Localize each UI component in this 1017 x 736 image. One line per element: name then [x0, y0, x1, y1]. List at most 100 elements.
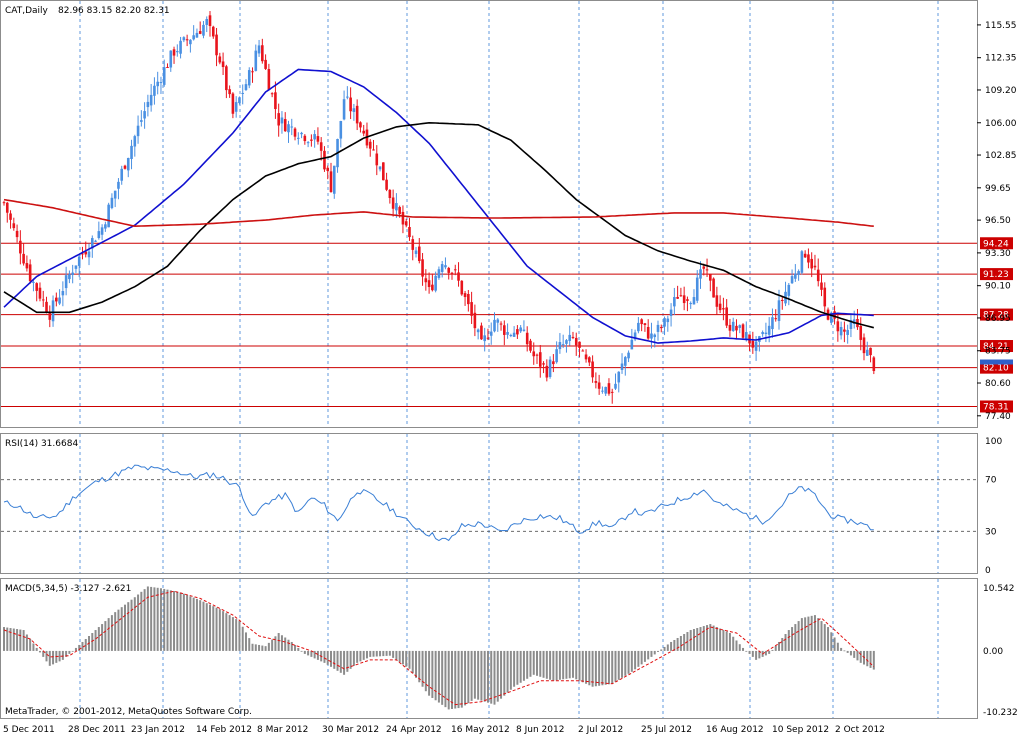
candle-body	[189, 39, 192, 45]
macd-bar	[192, 597, 195, 651]
macd-bar	[643, 650, 646, 662]
macd-bar	[123, 604, 126, 651]
candle-body	[287, 124, 290, 133]
rsi-line	[3, 464, 874, 542]
candle-body	[225, 66, 228, 91]
candle-body	[869, 347, 872, 356]
candle-body	[663, 318, 666, 327]
candle-body	[581, 350, 585, 352]
candle-body	[820, 282, 823, 290]
macd-bar	[22, 630, 25, 651]
candle-body	[378, 166, 382, 170]
macd-bar	[614, 650, 617, 682]
candle-body	[810, 258, 813, 269]
candle-body	[839, 327, 843, 336]
candle-body	[90, 238, 94, 249]
candle-body	[463, 293, 467, 298]
macd-bar	[218, 609, 221, 651]
macd-bar	[571, 650, 574, 678]
candle-body	[859, 326, 863, 340]
macd-bar	[817, 618, 820, 651]
candle-body	[310, 139, 313, 141]
macd-bar	[254, 644, 257, 651]
candles	[2, 11, 876, 404]
candle-body	[659, 327, 663, 329]
candle-body	[375, 153, 379, 166]
macd-bar	[702, 626, 705, 651]
candle-body	[388, 190, 392, 199]
macd-bar	[493, 650, 496, 705]
macd-bar	[159, 588, 162, 651]
candle-body	[601, 390, 604, 392]
macd-bar	[411, 650, 414, 674]
macd-bar	[379, 650, 382, 657]
macd-bar	[71, 650, 74, 652]
macd-bar	[565, 650, 568, 679]
candle-body	[624, 357, 627, 366]
x-tick-label: 5 Dec 2011	[3, 725, 55, 735]
candle-body	[506, 332, 509, 335]
candle-body	[58, 297, 61, 304]
price-level-label: 84.21	[983, 342, 1009, 352]
x-tick-label: 25 Jul 2012	[641, 725, 692, 735]
macd-bar	[65, 650, 68, 657]
candle-body	[705, 269, 709, 271]
candle-body	[453, 269, 457, 271]
price-level-label-bg	[980, 268, 1013, 281]
macd-bar	[833, 637, 836, 651]
macd-bar	[74, 647, 77, 651]
candle-body	[110, 197, 114, 209]
macd-bar	[303, 650, 306, 654]
candle-body	[404, 221, 408, 226]
candle-body	[251, 71, 254, 73]
macd-bar	[470, 650, 473, 701]
macd-bar	[359, 650, 362, 662]
price-y-tick-label: 106.00	[985, 119, 1017, 129]
macd-bar	[696, 628, 699, 651]
candle-body	[548, 359, 552, 377]
price-level-label-bg	[980, 308, 1013, 321]
price-y-tick-label: 99.65	[985, 184, 1011, 194]
macd-bar	[506, 650, 509, 693]
macd-bar	[594, 650, 597, 687]
price-y-tick-label: 112.35	[985, 54, 1017, 64]
candle-body	[594, 381, 598, 383]
macd-bar	[591, 650, 594, 687]
candle-body	[722, 308, 725, 310]
macd-bar	[758, 650, 761, 659]
macd-bar	[428, 650, 431, 696]
macd-bar	[529, 650, 532, 677]
candle-body	[431, 284, 434, 291]
y-axis-labels: 115.55 112.35 109.20 106.00 102.85 99.65 96.50…	[977, 21, 1017, 422]
macd-bar	[496, 650, 499, 702]
macd-bar	[545, 650, 548, 679]
candle-body	[735, 325, 738, 331]
macd-signal-line	[3, 590, 875, 706]
macd-bar	[486, 650, 489, 703]
macd-bar	[238, 621, 241, 651]
candle-body	[440, 264, 444, 272]
candle-body	[542, 363, 545, 365]
macd-bar	[12, 628, 15, 651]
macd-bar	[251, 643, 254, 651]
macd-bar	[45, 650, 48, 662]
macd-bar	[647, 650, 650, 660]
macd-bar	[173, 591, 176, 651]
candle-body	[202, 24, 205, 36]
candle-body	[679, 295, 683, 297]
candle-body	[130, 145, 133, 160]
macd-bar	[35, 647, 38, 651]
macd-bar	[264, 646, 267, 651]
candle-body	[470, 302, 473, 316]
candle-body	[444, 265, 447, 268]
macd-bar	[186, 595, 189, 651]
candle-body	[525, 332, 529, 345]
macd-bar	[212, 606, 215, 651]
candle-body	[323, 150, 326, 170]
candle-body	[427, 280, 431, 288]
candle-body	[306, 142, 310, 144]
macd-bar	[794, 624, 797, 651]
macd-bar	[424, 650, 427, 692]
candle-body	[270, 93, 274, 95]
macd-bar	[820, 621, 823, 651]
